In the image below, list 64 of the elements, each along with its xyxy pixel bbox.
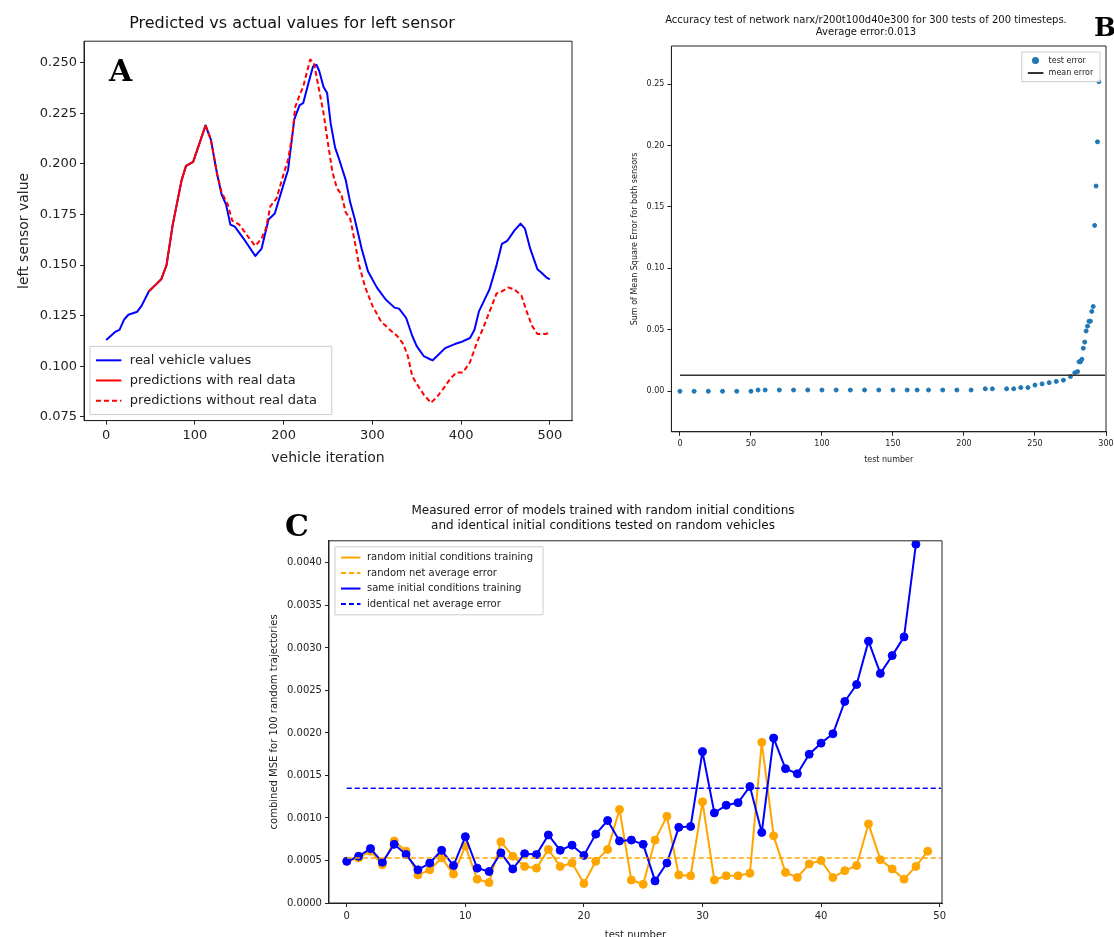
x-tick-label: 0	[102, 426, 111, 442]
y-axis-title: Sum of Mean Square Error for both sensors	[629, 152, 639, 326]
x-tick-label: 50	[745, 438, 757, 448]
x-tick-label: 0	[343, 909, 350, 921]
legend-label: same initial conditions training	[366, 582, 522, 594]
y-tick-label: 0.0015	[286, 769, 322, 781]
x-tick-label: 20	[577, 909, 591, 921]
x-axis-title: vehicle iteration	[271, 449, 385, 466]
y-tick-label: 0.0040	[286, 556, 322, 568]
chart-title: Accuracy test of network narx/r200t100d40e300 for 300 tests of 200 timesteps.	[665, 13, 1067, 25]
y-tick-label: 0.0010	[286, 811, 322, 823]
x-axis-title: test number	[864, 455, 914, 465]
y-tick-label: 0.0025	[286, 684, 322, 696]
x-tick-label: 100	[814, 438, 830, 448]
chart-title: Predicted vs actual values for left sensor	[129, 12, 456, 32]
x-tick-label: 250	[1027, 438, 1043, 448]
y-axis-title: combined MSE for 100 random trajectories	[267, 614, 279, 830]
legend-label: identical net average error	[366, 597, 502, 609]
x-axis-title: test number	[604, 928, 668, 937]
x-tick-label: 30	[696, 909, 709, 921]
x-tick-label: 400	[448, 426, 474, 442]
x-tick-label: 100	[182, 426, 208, 442]
legend-label: test error	[1048, 55, 1087, 65]
x-tick-label: 40	[814, 909, 828, 921]
y-tick-label: 0.225	[39, 104, 78, 120]
y-tick-label: 0.125	[39, 307, 78, 323]
y-axis-title: left sensor value	[15, 172, 32, 290]
y-tick-label: 0.0005	[286, 854, 322, 866]
x-tick-label: 10	[458, 909, 472, 921]
x-tick-label: 0	[677, 438, 683, 448]
y-tick-label: 0.100	[39, 357, 78, 373]
legend-label: random initial conditions training	[366, 551, 534, 563]
x-tick-label: 500	[537, 426, 563, 442]
x-tick-label: 300	[359, 426, 385, 442]
x-tick-label: 200	[271, 426, 297, 442]
y-tick-label: 0.075	[39, 408, 78, 424]
y-tick-label: 0.175	[39, 205, 78, 221]
legend-label: random net average error	[366, 566, 498, 578]
y-tick-label: 0.150	[39, 256, 78, 272]
text: C	[284, 508, 309, 543]
y-tick-label: 0.20	[646, 140, 665, 150]
chart-subtitle: Average error:0.013	[815, 25, 917, 37]
y-tick-label: 0.200	[39, 155, 78, 171]
text: B	[1094, 12, 1114, 42]
x-tick-label: 50	[933, 909, 946, 921]
legend-label: mean error	[1048, 68, 1094, 78]
y-tick-label: 0.0030	[286, 641, 322, 653]
y-tick-label: 0.0000	[286, 896, 322, 908]
legend-label: predictions without real data	[129, 392, 317, 407]
y-tick-label: 0.15	[646, 202, 665, 212]
legend-label: real vehicle values	[129, 351, 252, 367]
y-tick-label: 0.250	[39, 54, 78, 70]
x-tick-label: 200	[956, 438, 972, 448]
y-tick-label: 0.10	[646, 263, 665, 273]
chart-title: Measured error of models trained with random initial conditions and identical initial conditions tested on random vehicles	[411, 503, 795, 532]
y-tick-label: 0.05	[646, 324, 665, 334]
y-tick-label: 0.0035	[286, 599, 322, 611]
legend-label: predictions with real data	[129, 371, 296, 387]
annotation: A	[108, 53, 134, 89]
x-tick-label: 150	[885, 438, 901, 448]
y-tick-label: 0.00	[646, 386, 665, 396]
x-tick-label: 300	[1098, 438, 1114, 448]
y-tick-label: 0.25	[646, 79, 665, 89]
y-tick-label: 0.0020	[286, 726, 322, 738]
